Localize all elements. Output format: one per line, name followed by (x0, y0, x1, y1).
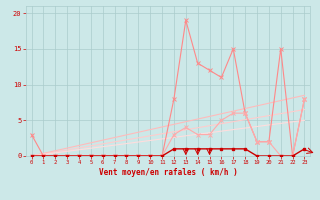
X-axis label: Vent moyen/en rafales ( km/h ): Vent moyen/en rafales ( km/h ) (99, 168, 237, 177)
